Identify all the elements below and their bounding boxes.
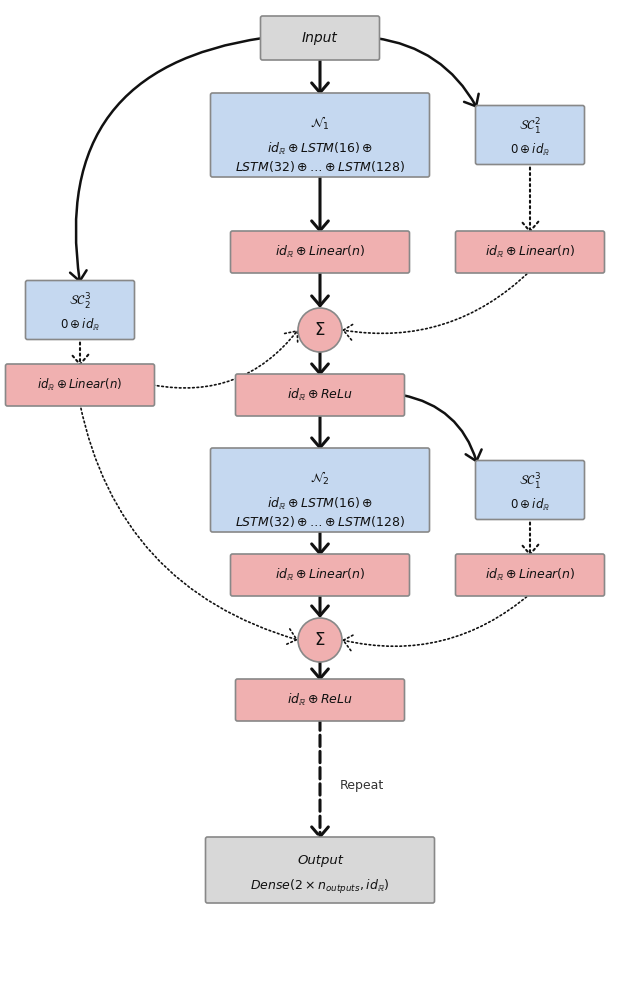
FancyArrowPatch shape [80, 404, 297, 645]
Text: Input: Input [302, 31, 338, 45]
Text: $id_{\mathbb{R}} \oplus Linear(n)$: $id_{\mathbb{R}} \oplus Linear(n)$ [484, 567, 575, 583]
FancyArrowPatch shape [522, 517, 538, 555]
Ellipse shape [298, 618, 342, 662]
Text: $\Sigma$: $\Sigma$ [314, 321, 326, 339]
FancyArrowPatch shape [312, 414, 328, 447]
FancyBboxPatch shape [476, 460, 584, 520]
FancyArrowPatch shape [312, 530, 328, 554]
Text: $0 \oplus id_{\mathbb{R}}$: $0 \oplus id_{\mathbb{R}}$ [510, 497, 550, 514]
FancyBboxPatch shape [236, 374, 404, 416]
FancyArrowPatch shape [375, 38, 479, 107]
Text: $id_{\mathbb{R}} \oplus Linear(n)$: $id_{\mathbb{R}} \oplus Linear(n)$ [275, 567, 365, 583]
FancyArrowPatch shape [312, 594, 328, 616]
FancyBboxPatch shape [456, 554, 605, 596]
FancyArrowPatch shape [153, 331, 298, 388]
FancyBboxPatch shape [230, 554, 410, 596]
FancyArrowPatch shape [312, 719, 328, 836]
FancyArrowPatch shape [343, 594, 530, 650]
FancyArrowPatch shape [312, 58, 328, 92]
FancyBboxPatch shape [26, 280, 134, 340]
Ellipse shape [298, 308, 342, 352]
Text: $id_{\mathbb{R}} \oplus Linear(n)$: $id_{\mathbb{R}} \oplus Linear(n)$ [37, 377, 123, 393]
FancyBboxPatch shape [230, 231, 410, 273]
FancyBboxPatch shape [205, 837, 435, 903]
Text: $\mathcal{SC}_1^3$: $\mathcal{SC}_1^3$ [519, 471, 541, 491]
Text: $id_{\mathbb{R}} \oplus Linear(n)$: $id_{\mathbb{R}} \oplus Linear(n)$ [275, 244, 365, 260]
FancyArrowPatch shape [312, 352, 328, 374]
FancyArrowPatch shape [522, 162, 538, 231]
FancyArrowPatch shape [72, 337, 88, 365]
FancyBboxPatch shape [476, 106, 584, 165]
FancyBboxPatch shape [456, 231, 605, 273]
Text: $\mathcal{SC}_1^2$: $\mathcal{SC}_1^2$ [519, 117, 541, 137]
Text: Repeat: Repeat [340, 779, 384, 792]
FancyBboxPatch shape [236, 679, 404, 721]
Text: Output: Output [297, 854, 343, 867]
FancyArrowPatch shape [312, 271, 328, 306]
Text: $Dense(2 \times n_{outputs}, id_{\mathbb{R}})$: $Dense(2 \times n_{outputs}, id_{\mathbb… [250, 878, 390, 896]
Text: $\mathcal{N}_1$: $\mathcal{N}_1$ [310, 115, 330, 132]
FancyArrowPatch shape [402, 395, 482, 461]
FancyBboxPatch shape [211, 93, 429, 177]
Text: $\mathcal{N}_2$: $\mathcal{N}_2$ [310, 469, 330, 486]
Text: $id_{\mathbb{R}} \oplus LSTM(16)\oplus$
$LSTM(32)\oplus\ldots\oplus LSTM(128)$: $id_{\mathbb{R}} \oplus LSTM(16)\oplus$ … [235, 495, 405, 530]
Text: $id_{\mathbb{R}} \oplus LSTM(16)\oplus$
$LSTM(32)\oplus\ldots\oplus LSTM(128)$: $id_{\mathbb{R}} \oplus LSTM(16)\oplus$ … [235, 141, 405, 174]
FancyBboxPatch shape [211, 448, 429, 532]
FancyArrowPatch shape [312, 662, 328, 678]
FancyArrowPatch shape [343, 271, 530, 340]
Text: $id_{\mathbb{R}} \oplus ReLu$: $id_{\mathbb{R}} \oplus ReLu$ [287, 692, 353, 709]
FancyArrowPatch shape [70, 38, 263, 281]
Text: $\Sigma$: $\Sigma$ [314, 631, 326, 649]
Text: $id_{\mathbb{R}} \oplus Linear(n)$: $id_{\mathbb{R}} \oplus Linear(n)$ [484, 244, 575, 260]
Text: $0 \oplus id_{\mathbb{R}}$: $0 \oplus id_{\mathbb{R}}$ [510, 143, 550, 159]
FancyBboxPatch shape [260, 16, 380, 60]
FancyArrowPatch shape [312, 175, 328, 231]
Text: $0 \oplus id_{\mathbb{R}}$: $0 \oplus id_{\mathbb{R}}$ [60, 318, 100, 334]
Text: $id_{\mathbb{R}} \oplus ReLu$: $id_{\mathbb{R}} \oplus ReLu$ [287, 387, 353, 403]
Text: $\mathcal{SC}_2^3$: $\mathcal{SC}_2^3$ [69, 291, 91, 312]
FancyBboxPatch shape [6, 364, 154, 406]
